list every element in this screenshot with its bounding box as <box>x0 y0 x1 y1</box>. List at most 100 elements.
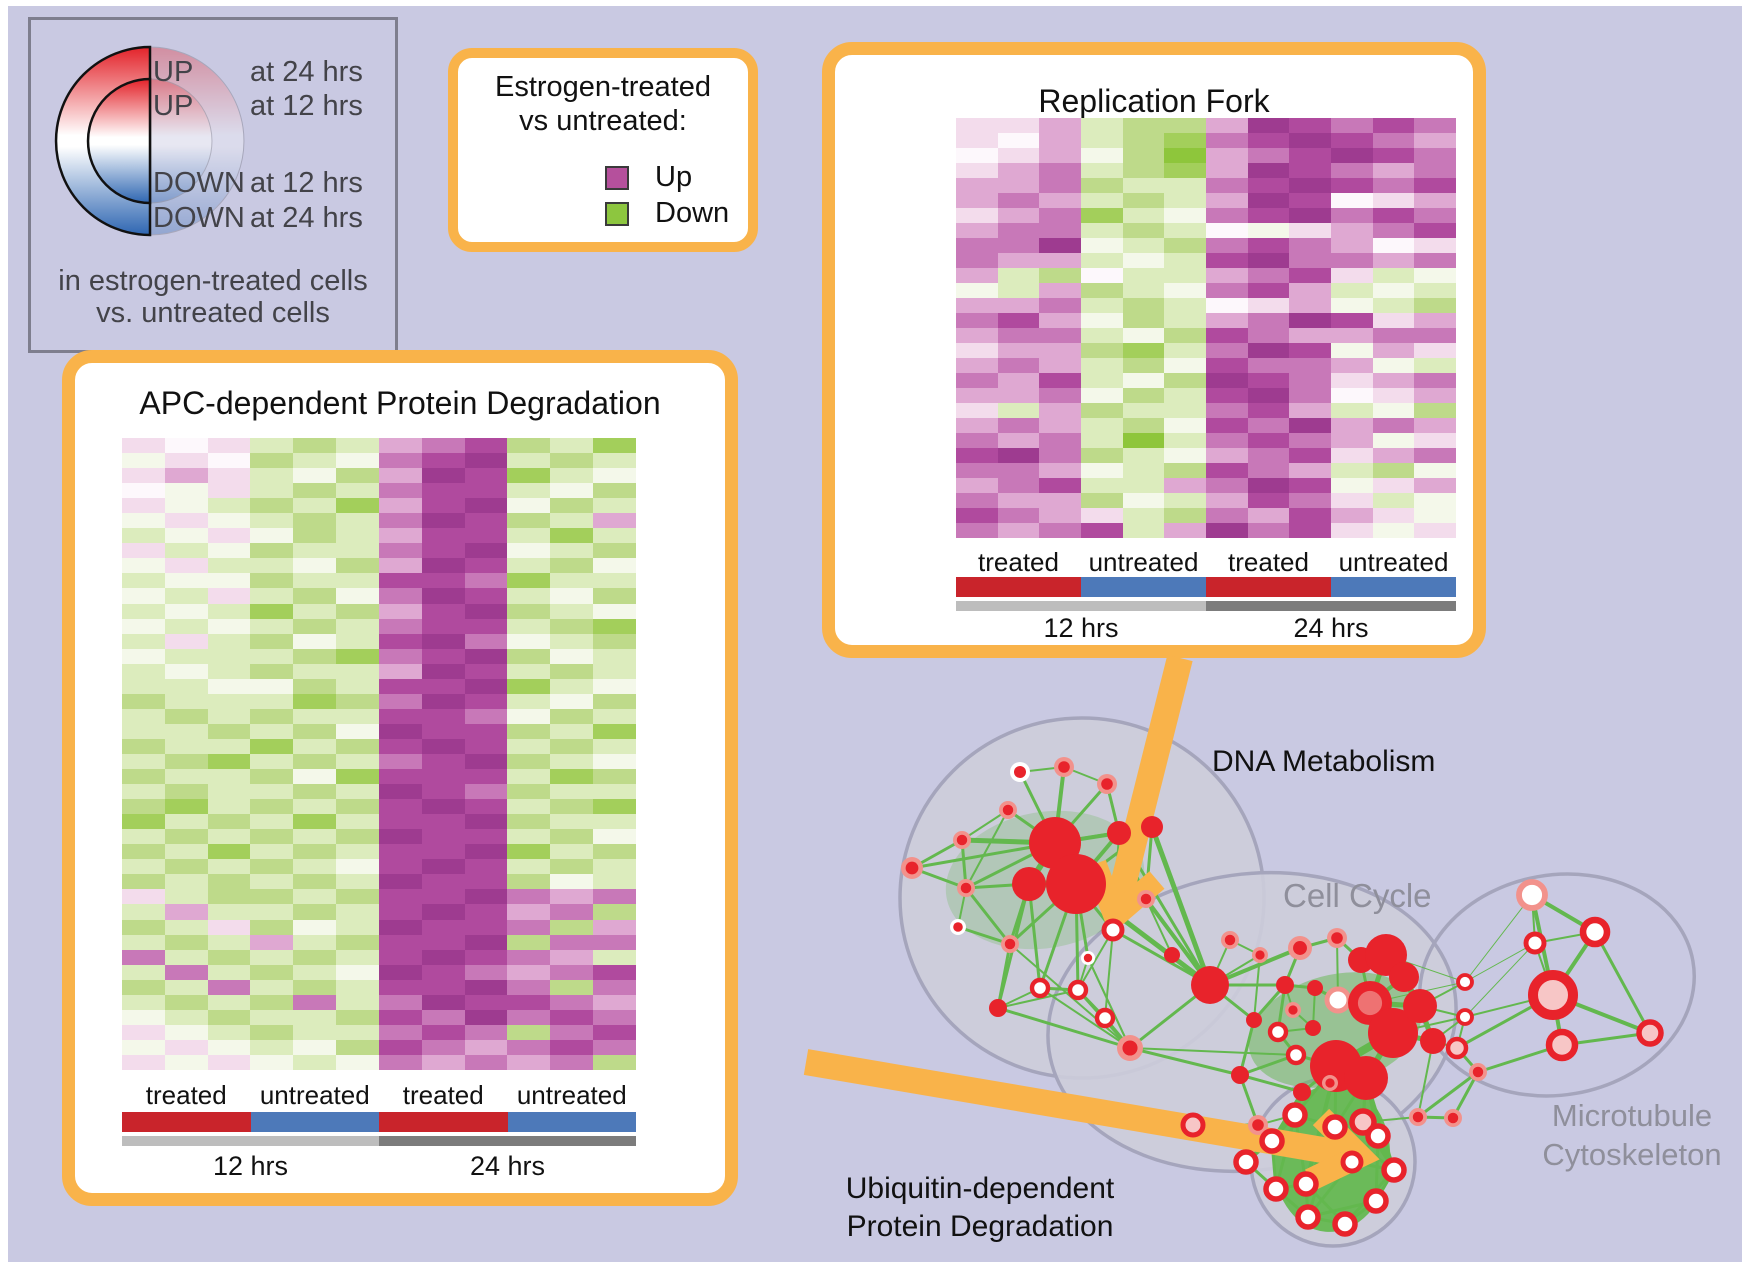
heatmap-cell <box>997 208 1040 223</box>
heatmap-cell <box>1414 523 1456 538</box>
heatmap-cell <box>464 633 508 649</box>
heatmap-cell <box>1372 298 1415 313</box>
heatmap-cell <box>164 708 208 724</box>
heatmap-cell <box>464 784 508 800</box>
up12-time: at 12 hrs <box>250 90 363 122</box>
heatmap-cell <box>336 723 379 739</box>
heatmap-cell <box>1414 463 1456 478</box>
heatmap-cell <box>293 859 337 875</box>
heatmap-cell <box>464 1039 508 1055</box>
heatmap-cell <box>464 603 508 619</box>
heatmap-cell <box>421 814 465 830</box>
heatmap-cell <box>1206 193 1248 208</box>
heatmap-cell <box>1289 328 1331 343</box>
heatmap-cell <box>1372 523 1415 538</box>
heatmap-cell <box>464 483 508 499</box>
ubiquitin-label-line2: Protein Degradation <box>846 1210 1114 1243</box>
heatmap-cell <box>336 904 379 920</box>
heatmap-cell <box>1039 208 1081 223</box>
heatmap-cell <box>164 904 208 920</box>
heatmap-cell <box>956 433 998 448</box>
heatmap-cell <box>207 889 251 905</box>
heatmap-cell <box>1164 478 1206 493</box>
apc-heatmap-panel: APC-dependent Protein Degradation treate… <box>62 350 738 1206</box>
heatmap-cell <box>336 603 379 619</box>
heatmap-cell <box>164 588 208 604</box>
heatmap-cell <box>1164 193 1206 208</box>
callout-arrow-shaft <box>1107 654 1193 901</box>
heatmap-cell <box>956 313 998 328</box>
heatmap-cell <box>1414 313 1456 328</box>
network-node-core <box>956 834 968 846</box>
heatmap-cell <box>1206 343 1248 358</box>
heatmap-cell <box>1372 373 1415 388</box>
heatmap-cell <box>1122 163 1165 178</box>
heatmap-cell <box>1372 388 1415 403</box>
heatmap-cell <box>1122 283 1165 298</box>
heatmap-cell <box>507 784 551 800</box>
network-node <box>1545 1028 1579 1062</box>
heatmap-cell <box>464 708 508 724</box>
network-node-core <box>1101 778 1113 790</box>
heatmap-cell <box>250 543 294 559</box>
heatmap-cell <box>1372 463 1415 478</box>
heatmap-cell <box>593 483 636 499</box>
heatmap-cell <box>956 418 998 433</box>
heatmap-cell <box>550 603 594 619</box>
heatmap-cell <box>593 1024 636 1040</box>
heatmap-cell <box>1247 328 1290 343</box>
heatmap-cell <box>1372 343 1415 358</box>
heatmap-cell <box>1289 133 1331 148</box>
heatmap-cell <box>250 753 294 770</box>
network-node <box>1141 816 1163 838</box>
heatmap-cell <box>207 1054 251 1070</box>
heatmap-cell <box>421 468 465 484</box>
heatmap-cell <box>336 949 379 965</box>
rf-condition-bars <box>956 577 1456 597</box>
heatmap-cell <box>1206 268 1248 283</box>
heatmap-cell <box>956 403 998 418</box>
heatmap-cell <box>293 934 337 950</box>
network-edge <box>1145 898 1173 956</box>
apc-group-labels: treated untreated treated untreated <box>122 1080 636 1111</box>
apc-condition-bars <box>122 1112 636 1132</box>
heatmap-cell <box>164 964 208 980</box>
heatmap-cell <box>1414 328 1456 343</box>
heatmap-cell <box>1289 118 1331 133</box>
heatmap-cell <box>336 663 379 679</box>
heatmap-cell <box>593 904 636 920</box>
heatmap-cell <box>207 438 251 454</box>
heatmap-cell <box>1414 418 1456 433</box>
heatmap-cell <box>1039 283 1081 298</box>
heatmap-cell <box>1331 418 1373 433</box>
network-node <box>1276 976 1294 994</box>
heatmap-cell <box>122 648 165 664</box>
heatmap-cell <box>122 663 165 679</box>
heatmap-cell <box>250 528 294 544</box>
heatmap-cell <box>997 418 1040 433</box>
heatmap-cell <box>1081 373 1123 388</box>
heatmap-cell <box>378 784 422 800</box>
heatmap-cell <box>464 799 508 815</box>
heatmap-cell <box>1289 313 1331 328</box>
heatmap-cell <box>1247 343 1290 358</box>
heatmap-cell <box>550 784 594 800</box>
heatmap-cell <box>164 814 208 830</box>
ubiquitin-degradation-label: Ubiquitin-dependent Protein Degradation <box>830 1170 1130 1246</box>
heatmap-cell <box>1247 418 1290 433</box>
heatmap-cell <box>122 618 165 634</box>
heatmap-cell <box>550 513 594 529</box>
network-node <box>1516 879 1548 911</box>
heatmap-cell <box>1039 178 1081 193</box>
heatmap-cell <box>956 193 998 208</box>
heatmap-cell <box>378 708 422 724</box>
heatmap-cell <box>464 498 508 514</box>
heatmap-cell <box>250 1039 294 1055</box>
heatmap-cell <box>507 483 551 499</box>
apc-group-untreated-24: untreated <box>516 1080 627 1110</box>
heatmap-cell <box>421 498 465 514</box>
network-node <box>1420 1028 1446 1054</box>
heatmap-cell <box>421 693 465 709</box>
heatmap-cell <box>464 994 508 1010</box>
